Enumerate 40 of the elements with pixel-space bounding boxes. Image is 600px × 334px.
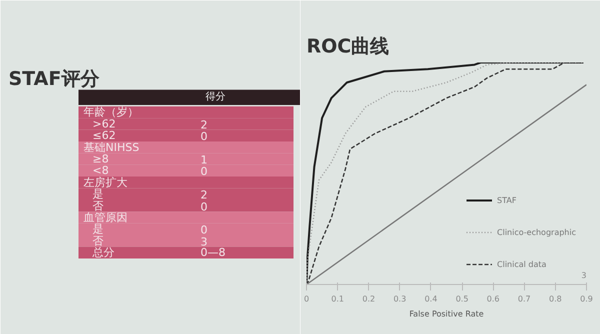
category-label: 总分: [92, 246, 114, 260]
category-label: 否: [92, 234, 104, 248]
category-label: 基础NIHSS: [84, 140, 140, 154]
text: 2: [200, 188, 208, 202]
annotation: 3: [581, 270, 587, 280]
text: STAF评分: [8, 68, 100, 90]
category-label: 否: [92, 199, 104, 212]
text: 0: [200, 224, 208, 237]
text: 0: [200, 165, 208, 178]
text: 0: [200, 130, 208, 144]
category-label: ≥8: [92, 152, 109, 166]
x-tick-label: 0.4: [424, 294, 438, 304]
x-tick-label: 0.5: [456, 294, 468, 304]
category-label: 是: [92, 222, 104, 236]
category-label: <8: [92, 164, 109, 178]
x-tick-label: 0.3: [393, 294, 406, 304]
text: 3: [200, 235, 208, 248]
text: 2: [200, 118, 208, 132]
x-tick-label: 0.8: [549, 294, 562, 304]
x-tick-label: 0.2: [362, 294, 376, 304]
text: 0—8: [200, 246, 226, 260]
category-label: 年龄（岁）: [84, 106, 138, 119]
category-label: 左房扩大: [84, 176, 128, 189]
x-tick-label: 0.7: [518, 294, 531, 304]
text: 得分: [206, 90, 226, 103]
category-label: >62: [92, 117, 116, 130]
x-tick-label: 0.1: [331, 294, 344, 304]
legend-label: Clinical data: [497, 260, 546, 268]
chart-title: ROC曲线: [306, 36, 390, 58]
category-label: 是: [92, 188, 104, 201]
x-tick-label: 0.6: [486, 294, 500, 304]
x-tick-label: 0: [304, 294, 310, 304]
x-axis-title: False Positive Rate: [409, 310, 484, 318]
legend-label: STAF: [497, 196, 518, 204]
category-label: 血管原因: [84, 211, 128, 224]
category-label: ≤62: [92, 129, 116, 142]
text: 1: [200, 154, 208, 167]
legend-label: Clinico-echographic: [497, 228, 576, 236]
text: 0: [200, 200, 208, 214]
x-tick-label: 0.9: [580, 294, 593, 304]
